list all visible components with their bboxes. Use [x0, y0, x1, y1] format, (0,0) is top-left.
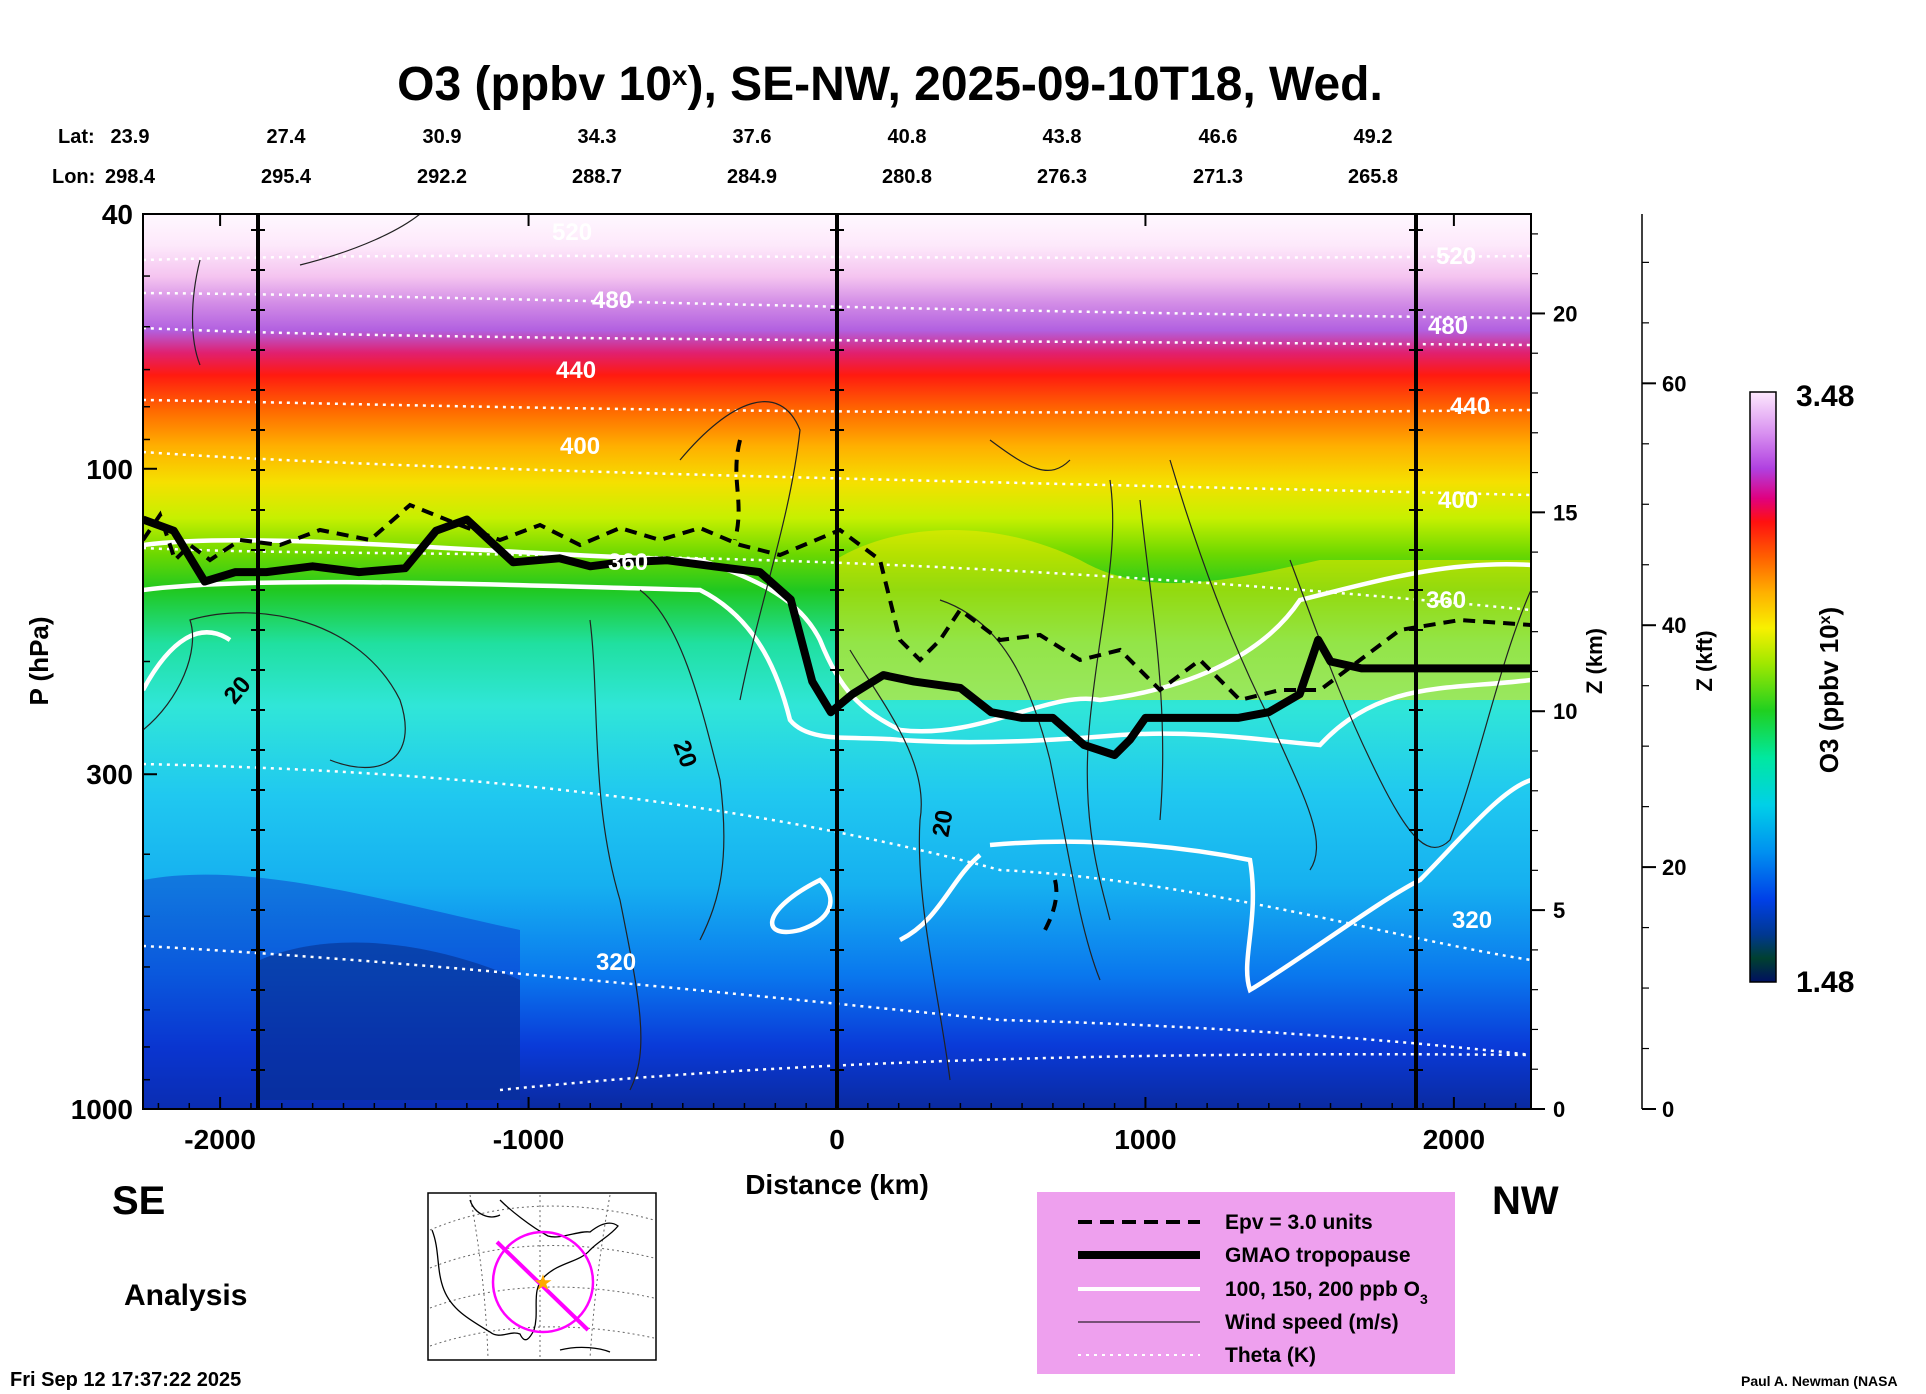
x-tick-label: 0	[829, 1124, 845, 1155]
y-axis-title: P (hPa)	[24, 616, 54, 705]
y-tick-label: 100	[86, 454, 133, 485]
ozone-ppb-contours	[143, 538, 1531, 994]
lon-value: 298.4	[105, 166, 156, 188]
z-km-axis-title: Z (km)	[1582, 628, 1607, 694]
chart-title: O3 (ppbv 10x), SE-NW, 2025-09-10T18, Wed…	[397, 58, 1383, 111]
lat-value: 27.4	[267, 126, 307, 148]
theta-label-360-right: 360	[1426, 587, 1466, 614]
z-km-tick-label: 15	[1553, 500, 1577, 525]
legend-label-wind: Wind speed (m/s)	[1225, 1311, 1399, 1334]
lat-value: 23.9	[111, 126, 150, 148]
lon-value: 284.9	[727, 166, 777, 188]
y-tick-label: 300	[86, 759, 133, 790]
y-tick-label: 1000	[71, 1094, 133, 1125]
inset-map-center-star: ★	[533, 1270, 553, 1295]
gmao-tropopause-line	[143, 515, 1531, 760]
credit: Paul A. Newman (NASA	[1741, 1373, 1898, 1389]
lon-value: 276.3	[1037, 166, 1087, 188]
legend-label-epv: Epv = 3.0 units	[1225, 1211, 1373, 1234]
theta-contours	[143, 254, 1531, 1092]
theta-label-480-right: 480	[1428, 313, 1468, 340]
z-kft-tick-label: 20	[1662, 855, 1686, 880]
lat-value: 34.3	[578, 126, 617, 148]
lat-value: 43.8	[1043, 126, 1082, 148]
lon-value: 295.4	[261, 166, 312, 188]
lon-value: 271.3	[1193, 166, 1243, 188]
colorbar	[1749, 391, 1777, 983]
theta-label-360-left: 360	[608, 549, 648, 576]
theta-label-400-right: 400	[1438, 487, 1478, 514]
x-axis-title: Distance (km)	[745, 1169, 929, 1200]
analysis-label: Analysis	[124, 1279, 247, 1312]
theta-label-480-left: 480	[592, 287, 632, 314]
inset-map-graticule	[429, 1194, 655, 1359]
z-kft-axis-title: Z (kft)	[1692, 630, 1717, 691]
lat-value: 40.8	[888, 126, 927, 148]
z-kft-tick-label: 60	[1662, 371, 1686, 396]
x-tick-label: -1000	[493, 1124, 565, 1155]
lon-row-label: Lon:	[52, 166, 95, 188]
lon-value: 265.8	[1348, 166, 1398, 188]
inset-map-route-line	[495, 1240, 590, 1332]
axes: -2000 -1000 0 1000 2000 40 100 300 1000 0 5 10 15 20 0…	[71, 199, 1687, 1155]
colorbar-title: O3 (ppbv 10x)	[1814, 607, 1844, 773]
z-km-tick-label: 20	[1553, 301, 1577, 326]
lat-value: 30.9	[423, 126, 462, 148]
epv-line	[143, 439, 1531, 931]
section-marker-ticks	[251, 229, 1423, 1071]
theta-label-520-right: 520	[1436, 243, 1476, 270]
surface-dark-blue	[260, 942, 520, 1100]
direction-right-nw: NW	[1492, 1179, 1559, 1223]
x-tick-label: 2000	[1423, 1124, 1485, 1155]
theta-label-440-right: 440	[1450, 393, 1490, 420]
colorbar-min-label: 1.48	[1796, 966, 1854, 999]
lat-value: 37.6	[733, 126, 772, 148]
lon-value: 292.2	[417, 166, 467, 188]
theta-label-400-left: 400	[560, 433, 600, 460]
z-kft-tick-label: 40	[1662, 613, 1686, 638]
x-tick-label: -2000	[184, 1124, 256, 1155]
inset-map-range-circle	[491, 1230, 595, 1334]
z-km-tick-label: 10	[1553, 699, 1577, 724]
lat-row-label: Lat:	[58, 126, 95, 148]
theta-label-520-left: 520	[552, 219, 592, 246]
timestamp: Fri Sep 12 17:37:22 2025	[10, 1369, 241, 1391]
lon-value: 280.8	[882, 166, 932, 188]
legend-label-ozone-contour: 100, 150, 200 ppb O3	[1225, 1278, 1428, 1307]
section-marker-lines	[256, 214, 1418, 1109]
theta-label-440-left: 440	[556, 357, 596, 384]
z-km-tick-label: 0	[1553, 1097, 1565, 1122]
legend-label-theta: Theta (K)	[1225, 1344, 1316, 1367]
legend: Epv = 3.0 units GMAO tropopause 100, 150…	[1037, 1192, 1455, 1374]
theta-label-320-left: 320	[596, 949, 636, 976]
legend-label-tropopause: GMAO tropopause	[1225, 1244, 1411, 1267]
lat-lon-rows: 23.9 27.4 30.9 34.3 37.6 40.8 43.8 46.6 49.2 298.…	[105, 126, 1398, 188]
y-tick-label: 40	[102, 199, 133, 230]
z-km-tick-label: 5	[1553, 898, 1565, 923]
z-kft-tick-label: 0	[1662, 1097, 1674, 1122]
wind-label-20-c: 20	[927, 808, 958, 839]
theta-label-320-right: 320	[1452, 907, 1492, 934]
inset-map-coastline	[431, 1199, 619, 1353]
colorbar-max-label: 3.48	[1796, 380, 1854, 413]
right-side-tropospheric-plume	[835, 530, 1531, 700]
x-tick-label: 1000	[1114, 1124, 1176, 1155]
direction-left-se: SE	[112, 1179, 165, 1223]
lon-value: 288.7	[572, 166, 622, 188]
lat-value: 49.2	[1354, 126, 1393, 148]
inset-map: ★	[427, 1192, 657, 1361]
lat-value: 46.6	[1199, 126, 1238, 148]
